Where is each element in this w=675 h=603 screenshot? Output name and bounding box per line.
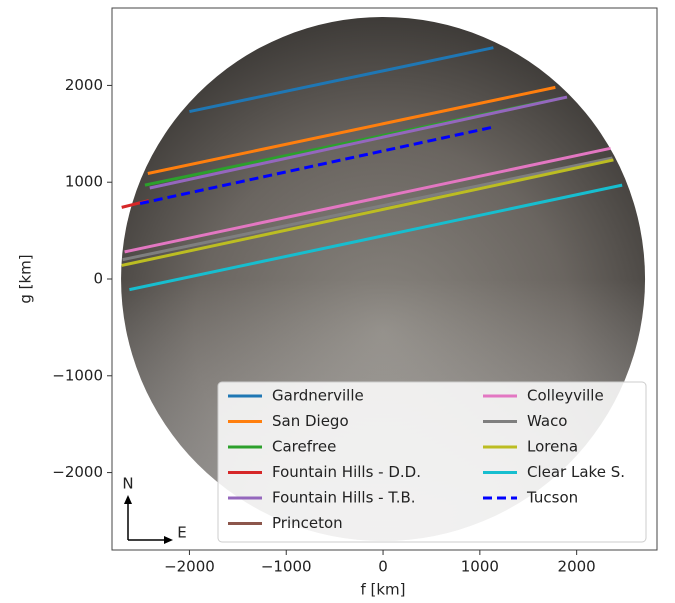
chord-line (149, 95, 568, 190)
y-tick-label: 0 (93, 270, 103, 288)
north-label: N (122, 475, 133, 493)
chord-line (121, 158, 614, 267)
legend: Gardnerville San Diego Carefree Fountain Hi… (217, 381, 647, 543)
legend-label: Colleyville (527, 387, 604, 405)
legend-label: Fountain Hills - D.D. (272, 463, 421, 481)
east-label: E (177, 524, 186, 542)
y-axis-label: g [km] (17, 254, 35, 303)
y-tick-label: 1000 (65, 173, 103, 191)
x-axis-label: f [km] (360, 581, 405, 599)
legend-label: Tucson (526, 489, 578, 507)
plot-area (121, 46, 623, 292)
north-arrowhead (124, 495, 132, 504)
chord-line (147, 85, 556, 175)
legend-label: Carefree (272, 438, 336, 456)
legend-label: Gardnerville (272, 387, 364, 405)
chord-line (189, 46, 494, 114)
chord-line (122, 156, 613, 262)
chord-line (139, 125, 494, 205)
y-tick-label: −2000 (52, 463, 103, 481)
east-arrowhead (164, 536, 173, 544)
chord-line (129, 183, 623, 292)
legend-label: Fountain Hills - T.B. (272, 489, 416, 507)
x-tick-label: −1000 (261, 558, 312, 576)
legend-box (217, 381, 647, 543)
x-tick-label: 0 (378, 558, 388, 576)
x-tick-label: 1000 (461, 558, 499, 576)
compass: N E (122, 475, 187, 544)
y-tick-label: 2000 (65, 76, 103, 94)
y-tick-label: −1000 (52, 366, 103, 384)
x-tick-label: 2000 (558, 558, 596, 576)
legend-label: Princeton (272, 514, 343, 532)
legend-label: Clear Lake S. (527, 463, 625, 481)
x-tick-label: −2000 (164, 558, 215, 576)
legend-label: San Diego (272, 412, 349, 430)
chord-line (124, 146, 611, 254)
legend-label: Lorena (527, 438, 578, 456)
legend-label: Waco (527, 412, 568, 430)
